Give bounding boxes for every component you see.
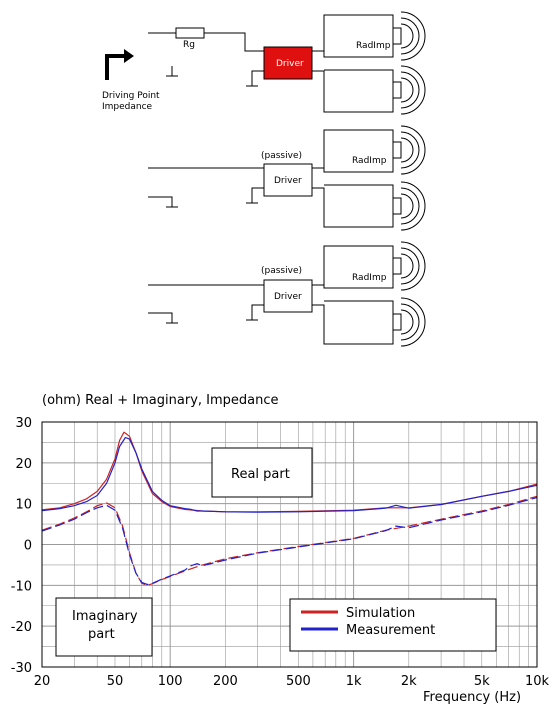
passive-label-1: (passive) bbox=[261, 151, 302, 161]
passive-driver-label-1: Driver bbox=[274, 176, 302, 186]
x-tick-label: 20 bbox=[34, 674, 51, 689]
wave-arc-icon bbox=[400, 181, 426, 231]
y-tick-label: 10 bbox=[15, 498, 32, 513]
x-tick-label: 500 bbox=[286, 674, 311, 689]
x-tick-label: 100 bbox=[158, 674, 183, 689]
active-driver-label: Driver bbox=[276, 59, 304, 69]
wave-arc-icon bbox=[400, 11, 426, 61]
wave-arc-icon bbox=[400, 297, 426, 347]
passive-driver-block-1 bbox=[263, 163, 313, 197]
wave-arc-icon bbox=[400, 303, 420, 341]
radimp-element bbox=[392, 297, 426, 347]
impedance-chart: (ohm) Real + Imaginary, Impedance 30 20 10… bbox=[11, 393, 550, 705]
x-tick-label: 200 bbox=[213, 674, 238, 689]
radimp-label-1: RadImp bbox=[356, 41, 391, 51]
radimp-element bbox=[392, 65, 426, 115]
x-tick-label: 2k bbox=[401, 674, 417, 689]
y-tick-label: 0 bbox=[24, 539, 32, 554]
y-tick-label: -10 bbox=[11, 579, 32, 594]
wave-arc-icon bbox=[400, 23, 414, 49]
circuit-diagram: Rg Driving Point Impedance Driver (passi… bbox=[102, 11, 426, 347]
x-tick-label: 1k bbox=[346, 674, 362, 689]
passive-label-2: (passive) bbox=[261, 266, 302, 276]
series-line-simulation-imaginary bbox=[41, 495, 538, 586]
x-tick-label: 50 bbox=[107, 674, 124, 689]
wave-arc-icon bbox=[400, 125, 426, 175]
legend-label-simulation: Simulation bbox=[346, 606, 415, 621]
x-axis-label: Frequency (Hz) bbox=[423, 690, 521, 705]
wave-arc-icon bbox=[400, 131, 420, 169]
legend-box bbox=[289, 598, 497, 652]
y-tick-label: 30 bbox=[15, 416, 32, 431]
wave-arc-icon bbox=[400, 65, 426, 115]
series-line-measurement-real bbox=[41, 436, 538, 513]
radimp-element bbox=[392, 11, 426, 61]
chart-title: (ohm) Real + Imaginary, Impedance bbox=[42, 393, 279, 408]
series-line-simulation-real bbox=[41, 431, 538, 513]
radimp-element bbox=[392, 125, 426, 175]
active-driver-block bbox=[263, 46, 313, 80]
wave-arc-icon bbox=[400, 247, 420, 285]
radimp-element bbox=[392, 241, 426, 291]
driving-point-label: Driving Point bbox=[102, 91, 160, 101]
y-tick-label: -30 bbox=[11, 661, 32, 676]
x-tick-label: 5k bbox=[474, 674, 490, 689]
passive-driver-label-2: Driver bbox=[274, 292, 302, 302]
rg-resistor bbox=[175, 27, 205, 39]
wave-arc-icon bbox=[400, 193, 414, 219]
y-tick-label: -20 bbox=[11, 620, 32, 635]
wave-arc-icon bbox=[400, 309, 414, 335]
imaginary-part-label: Imaginary bbox=[72, 609, 138, 624]
wave-arc-icon bbox=[400, 187, 420, 225]
wave-arc-icon bbox=[400, 17, 420, 55]
plot-frame bbox=[41, 421, 538, 668]
wave-arc-icon bbox=[400, 77, 414, 103]
imaginary-part-label-2: part bbox=[88, 627, 115, 642]
radimp-label-3: RadImp bbox=[352, 273, 387, 283]
y-tick-label: 20 bbox=[15, 457, 32, 472]
real-part-box bbox=[211, 447, 313, 498]
chart-series bbox=[41, 431, 538, 586]
real-part-label: Real part bbox=[231, 467, 290, 482]
legend-label-measurement: Measurement bbox=[346, 623, 435, 638]
rg-label: Rg bbox=[183, 40, 195, 50]
series-line-measurement-imaginary bbox=[41, 496, 538, 586]
imaginary-part-box bbox=[55, 597, 153, 657]
radimp-label-2: RadImp bbox=[352, 156, 387, 166]
radimp-element bbox=[392, 181, 426, 231]
wave-arc-icon bbox=[400, 137, 414, 163]
driving-point-label-2: Impedance bbox=[102, 102, 153, 112]
wave-arc-icon bbox=[400, 241, 426, 291]
driving-point-arrow-icon bbox=[105, 49, 134, 80]
x-tick-label: 10k bbox=[525, 674, 550, 689]
wave-arc-icon bbox=[400, 71, 420, 109]
wave-arc-icon bbox=[400, 253, 414, 279]
radiation-impedance-elements bbox=[392, 11, 426, 347]
passive-driver-block-2 bbox=[263, 279, 313, 313]
